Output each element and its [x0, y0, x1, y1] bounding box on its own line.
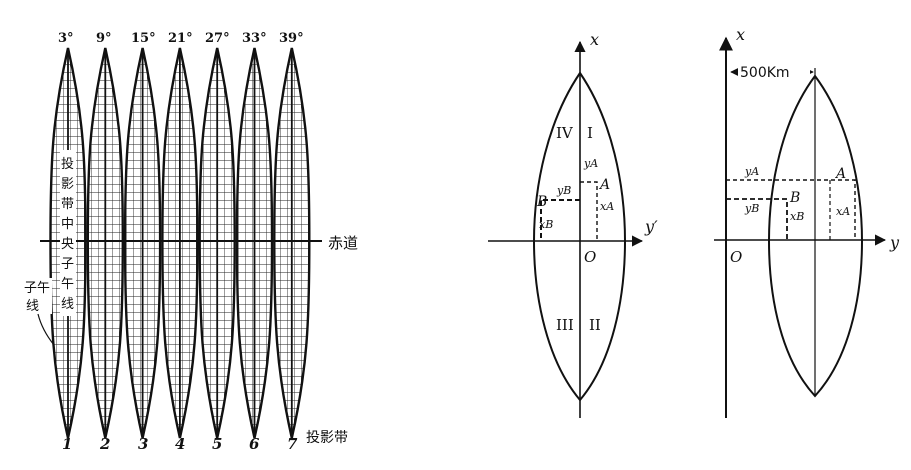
point-a-guides	[580, 181, 598, 241]
point-a-label: A	[598, 177, 610, 193]
meridian-label: 21°	[168, 31, 193, 46]
xa-label: xA	[836, 205, 850, 218]
zone-outline	[532, 71, 627, 402]
meridian-label: 9°	[96, 31, 112, 46]
meridian-label-line2: 线	[26, 299, 39, 314]
xb-label: xB	[790, 210, 804, 223]
zone-number: 5	[212, 435, 222, 453]
zone-number: 6	[249, 435, 260, 453]
point-b-guides	[540, 199, 580, 241]
yb-label: yB	[556, 184, 571, 197]
quadrant-label: I	[587, 124, 593, 142]
zone-lenses	[49, 47, 311, 439]
zone-number: 4	[175, 435, 185, 453]
central-meridian-char: 影	[61, 177, 74, 192]
zone-number: 1	[62, 435, 72, 453]
point-b-guides	[726, 198, 788, 240]
x-axis-label: x	[590, 30, 599, 49]
offset-label: 500Km	[740, 65, 790, 81]
central-meridian-char: 线	[61, 297, 74, 312]
equator-label: 赤道	[328, 234, 358, 252]
offset-panel: 500Km x y O A B yA yB xA xB	[714, 25, 900, 418]
meridian-label: 39°	[279, 31, 304, 46]
meridian-labels: 3° 9° 15° 21° 27° 33° 39°	[58, 31, 304, 46]
central-meridian-char: 央	[61, 237, 74, 252]
central-meridian-char: 投	[61, 156, 74, 172]
zone-number: 2	[99, 435, 110, 453]
projection-zone-label: 投影带	[306, 430, 348, 446]
zones-panel: 3° 9° 15° 21° 27° 33° 39° 1 2 3 4 5 6 7 …	[22, 31, 358, 453]
point-b-label: B	[536, 194, 547, 210]
point-b-label: B	[789, 190, 800, 206]
point-a-guides	[726, 179, 856, 240]
origin-label: O	[584, 248, 596, 266]
central-meridian-char: 子	[61, 257, 74, 272]
central-meridian-char: 带	[61, 197, 74, 212]
xb-label: xB	[539, 218, 553, 231]
quadrant-panel: x y′ O IV I III II A B yA yB xA xB	[488, 30, 658, 418]
central-meridian-char: 中	[61, 217, 74, 232]
origin-label: O	[730, 248, 742, 266]
meridian-label-line1: 子午	[24, 281, 50, 296]
xa-label: xA	[600, 200, 614, 213]
zone-numbers: 1 2 3 4 5 6 7	[62, 435, 298, 453]
meridian-annotation: 子午 线	[22, 278, 55, 346]
quadrant-label: II	[589, 316, 601, 334]
x-axis-label: x	[736, 25, 745, 44]
point-a-label: A	[834, 166, 846, 182]
zone-outline	[767, 74, 864, 398]
ya-label: yA	[744, 165, 759, 178]
meridian-label: 27°	[205, 31, 230, 46]
meridian-label: 3°	[58, 31, 74, 46]
quadrant-label: III	[556, 316, 574, 334]
zone-number: 3	[138, 435, 148, 453]
meridian-label: 15°	[131, 31, 156, 46]
y-axis-label: y′	[644, 217, 658, 236]
quadrant-label: IV	[556, 124, 574, 142]
meridian-leader-line	[37, 313, 55, 346]
central-meridian-char: 午	[61, 277, 74, 292]
yb-label: yB	[744, 202, 759, 215]
ya-label: yA	[583, 157, 598, 170]
meridian-label: 33°	[242, 31, 267, 46]
zone-number: 7	[287, 435, 298, 453]
y-axis-label: y	[889, 233, 900, 252]
